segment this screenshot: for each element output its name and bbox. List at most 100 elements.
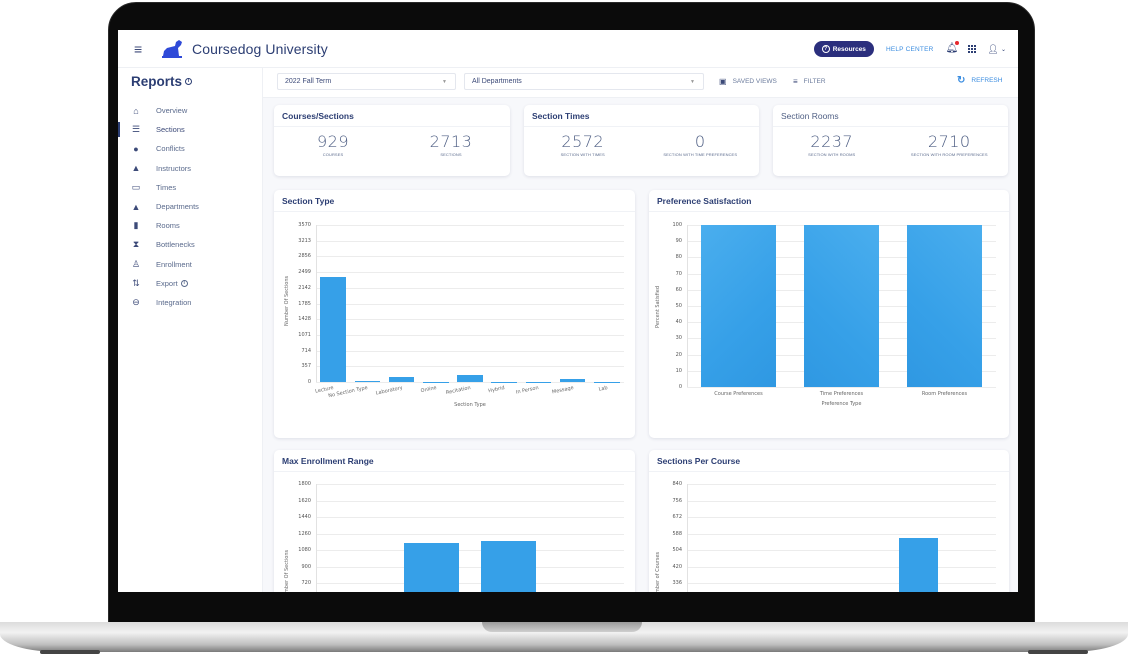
term-select[interactable]: 2022 Fall Term ▼ [277,73,456,90]
y-tick-label: 672 [672,514,682,520]
save-icon: ▣ [719,77,727,86]
y-tick-label: 70 [675,270,682,277]
section-times-card: Section Times 2572 SECTION WITH TIMES 0 SE… [524,105,759,176]
sidebar-item-conflicts[interactable]: ● Conflicts [118,139,263,158]
y-axis-line [316,225,317,382]
sidebar-item-export[interactable]: ⇅ Export i [118,274,263,293]
x-tick-label: Course Preferences [714,391,763,397]
card-title: Section Rooms [773,105,1008,127]
laptop-foot [1028,650,1088,654]
y-tick-label: 2856 [298,253,311,260]
y-tick-label: 90 [675,238,682,245]
reports-heading: Reports [131,74,183,89]
sidebar-item-times[interactable]: ▭ Times [131,181,177,192]
stat-value: 2710 [927,132,971,151]
gridline [316,225,624,226]
sidebar-item-overview[interactable]: ⌂ Overview [118,101,263,120]
gridline [316,533,624,535]
sidebar-item-instructors[interactable]: ▲ Instructors [131,163,192,174]
y-tick-label: 80 [675,254,682,261]
y-tick-label: 1080 [298,547,311,553]
stat-value: 929 [316,132,350,151]
card-title: Courses/Sections [274,105,510,127]
refresh-button[interactable]: ↻ REFRESH [957,75,1002,86]
gridline [687,583,996,584]
y-tick-label: 1800 [298,481,311,487]
stat-label: SECTION WITH ROOMS [808,152,856,157]
gridline [316,319,624,321]
card-title: Section Times [524,105,759,127]
y-axis-title: Percent Satisfied [655,286,661,328]
preference-satisfaction-chart-card: Preference Satisfaction 100 90 80 70 60 50 40 3… [649,190,1009,438]
sidebar-item-bottlenecks[interactable]: ⧗ Bottlenecks [132,239,195,250]
stat-sections: 2713 SECTIONS [392,132,510,157]
y-tick-label: 756 [672,497,682,504]
user-icon: 👤︎ [987,43,999,54]
sidebar-item-enrollment[interactable]: ♙ Enrollment [131,258,192,269]
laptop-foot [40,650,100,654]
bar [422,381,449,383]
stat-section-with-time-preferences: 0 SECTION WITH TIME PREFERENCES [642,132,760,157]
y-tick-label: 1071 [298,331,311,338]
saved-views-label: SAVED VIEWS [732,78,777,85]
user-menu-button[interactable]: 👤︎ ⌄ [988,44,1006,55]
door-icon: ▮ [133,220,139,231]
bar [701,225,776,387]
department-select[interactable]: All Departments ▼ [464,73,704,90]
notifications-button[interactable]: 🔔︎ [946,41,959,54]
sidebar-item-sections[interactable]: ☰ Sections [118,120,263,139]
bar [559,379,586,382]
stat-value: 0 [694,132,706,151]
gridline [687,550,996,551]
sidebar-item-rooms[interactable]: ▮ Rooms [118,216,263,235]
y-tick-label: 0 [678,384,682,390]
stat-value: 2713 [429,132,473,151]
y-tick-label: 714 [301,347,311,354]
filter-icon: ≡ [793,77,798,86]
bar [403,542,460,592]
info-icon[interactable]: i [185,78,193,85]
filter-toolbar: 2022 Fall Term ▼ All Departments ▼ ▣ SAV… [263,68,1018,98]
person-icon: ▲ [131,163,141,174]
help-center-link[interactable]: HELP CENTER [885,45,934,53]
chart-title: Preference Satisfaction [649,190,1009,212]
stat-label: COURSES [322,152,344,157]
sidebar-item-departments[interactable]: ▲ Departments [131,201,199,212]
resources-button[interactable]: ? Resources [813,41,874,57]
gridline [316,303,624,305]
stat-label: SECTION WITH ROOM PREFERENCES [910,152,988,157]
y-axis-title: Number of Courses [655,551,661,592]
logo-dog-icon [162,39,182,58]
bar [388,376,415,382]
hourglass-icon: ⧗ [132,239,140,250]
y-tick-label: 10 [675,367,682,374]
y-tick-label: 1440 [298,514,311,520]
home-icon: ⌂ [133,105,139,116]
chart-title: Max Enrollment Range [274,450,635,472]
caret-down-icon: ▼ [690,79,695,85]
filter-button[interactable]: ≡ FILTER [793,77,826,86]
y-axis-line [316,484,317,592]
gridline [687,517,996,518]
gridline [687,484,996,485]
sidebar: Reports i ⌂ Overview ☰ Sections ● Conflicts… [118,68,263,592]
saved-views-button[interactable]: ▣ SAVED VIEWS [719,77,777,86]
bar [491,381,518,383]
bar [899,538,939,592]
sidebar-nav: ⌂ Overview ☰ Sections ● Conflicts ▲ Instruct… [118,101,263,312]
x-tick-label: Time Preferences [819,391,864,397]
y-tick-label: 1785 [298,300,311,307]
y-tick-label: 3570 [298,222,311,228]
gridline [687,566,996,568]
apps-grid-icon[interactable] [967,45,976,53]
menu-icon[interactable]: ≡ [134,40,143,57]
refresh-icon: ↻ [957,75,966,86]
term-select-value: 2022 Fall Term [285,78,332,85]
sidebar-item-integration[interactable]: ⊖ Integration [132,296,192,307]
notification-dot [954,41,959,45]
bar [907,225,982,387]
x-tick-label: Room Preferences [921,391,968,397]
filter-label: FILTER [803,78,826,85]
department-select-value: All Departments [472,78,522,85]
